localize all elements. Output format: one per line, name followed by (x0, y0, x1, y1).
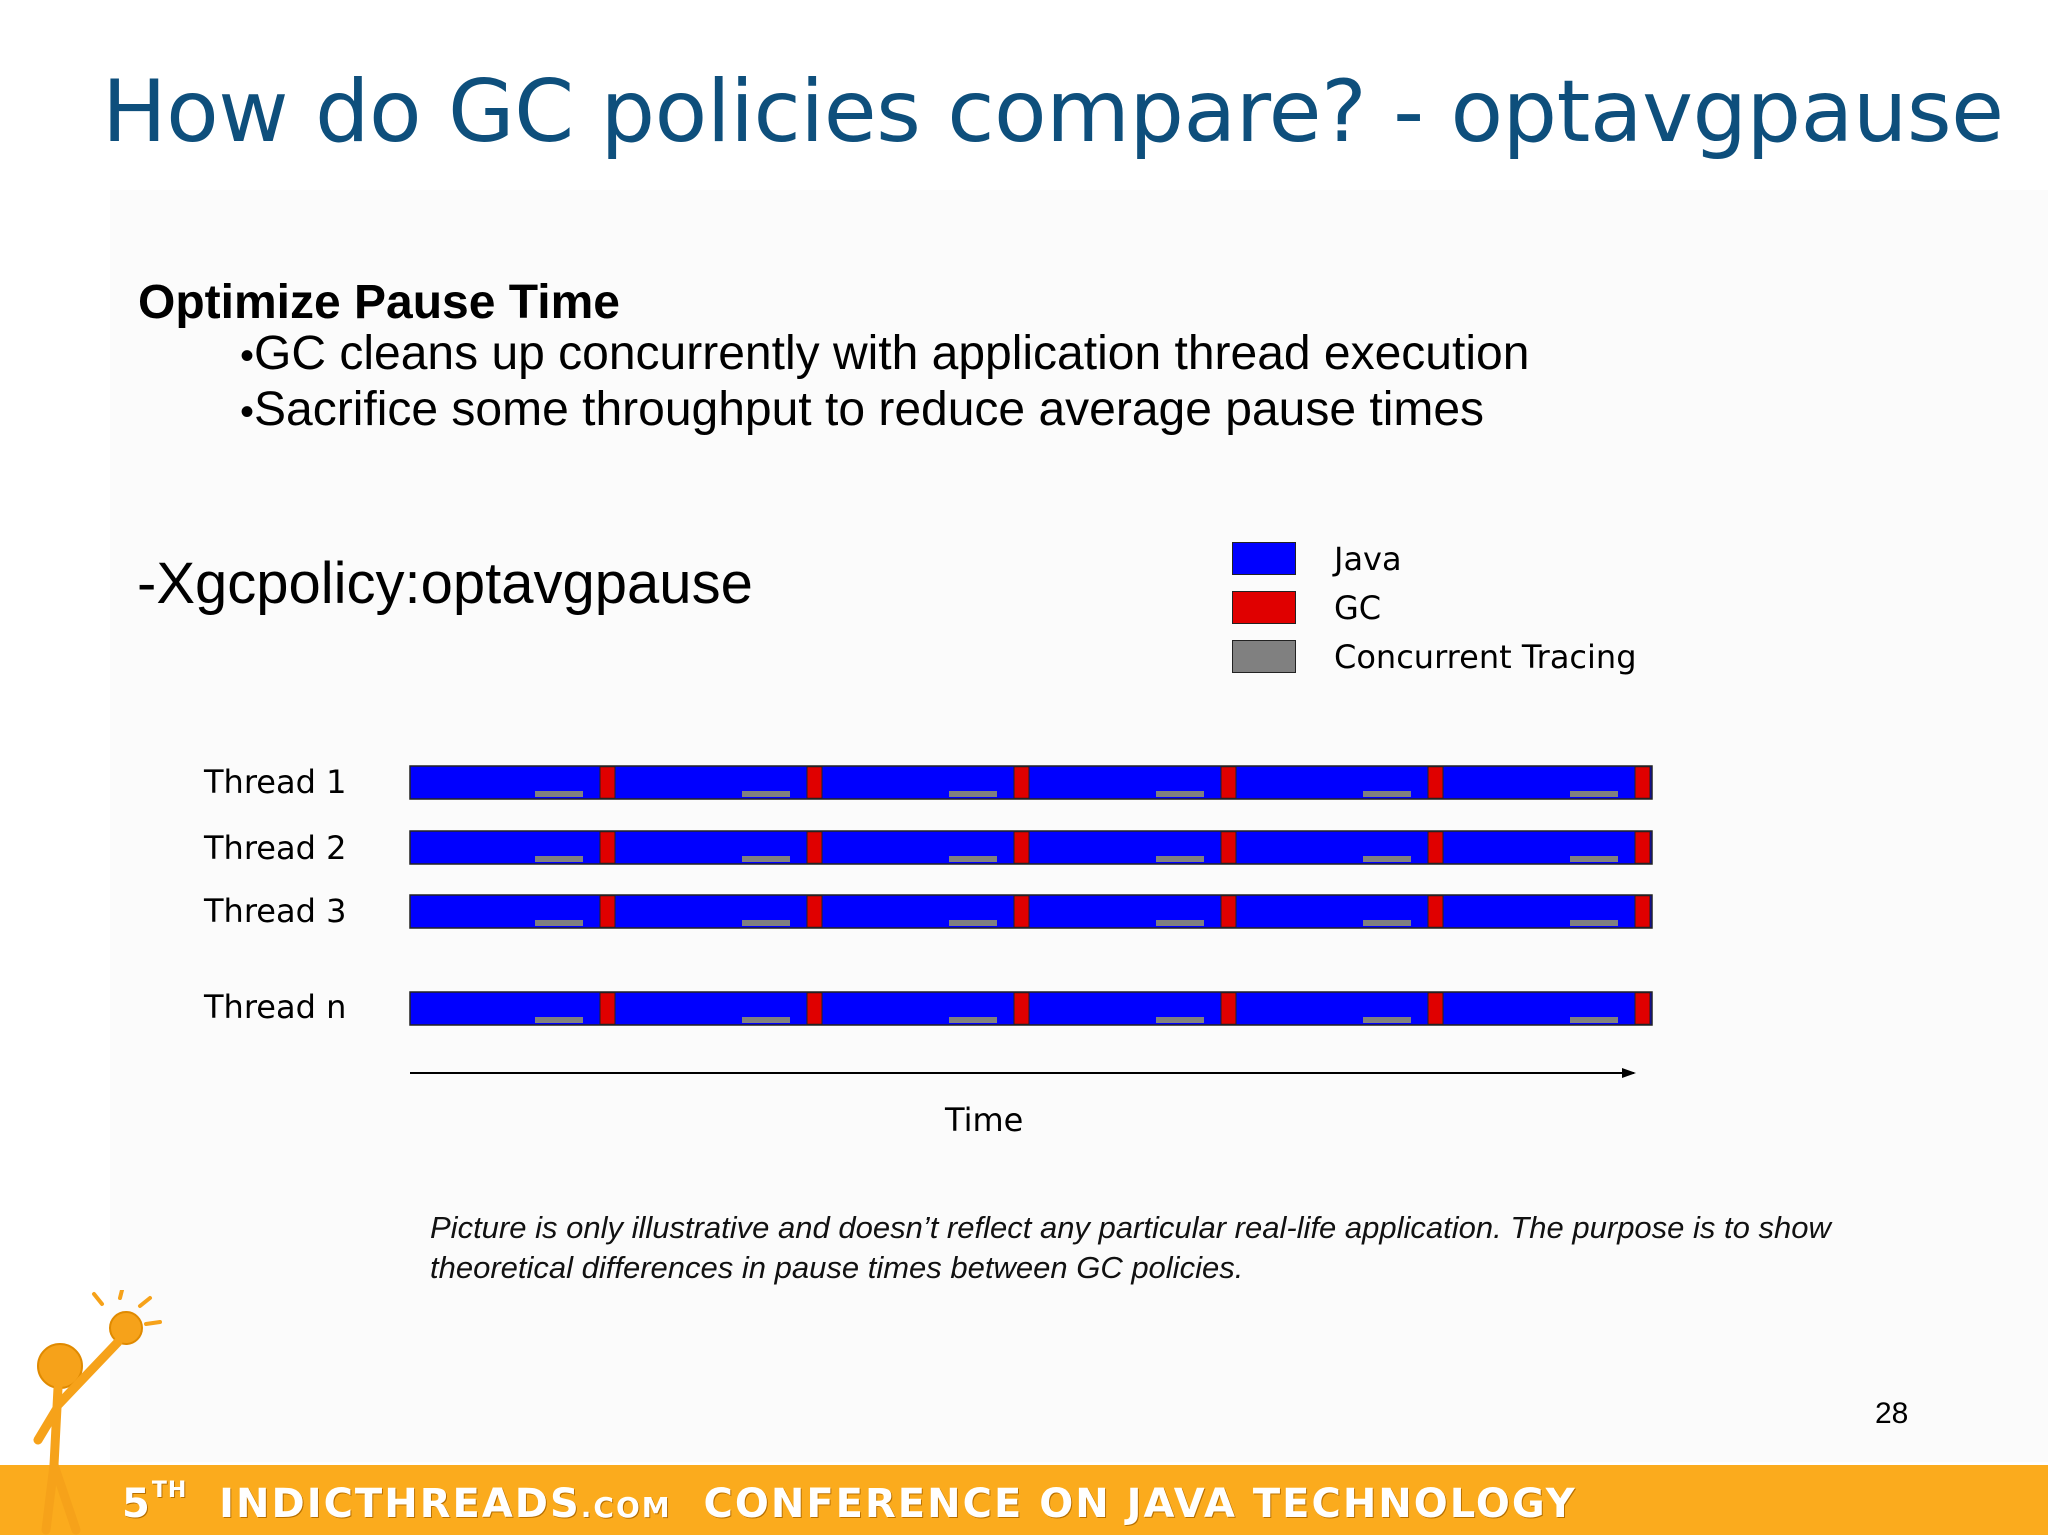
footer-conference-text: 5TH INDICTHREADS.COM CONFERENCE ON JAVA … (122, 1478, 1577, 1527)
concurrent-tracing-segment (535, 791, 583, 797)
concurrent-tracing-segment (949, 920, 997, 926)
concurrent-tracing-segment (1570, 856, 1618, 862)
gc-pause-segment (1013, 766, 1030, 799)
footer-suffix: TH (151, 1478, 188, 1503)
concurrent-tracing-segment (1570, 1017, 1618, 1023)
content-background (110, 190, 2048, 1462)
footer-brand: INDICTHREADS (219, 1481, 581, 1527)
footer-rest: CONFERENCE ON JAVA TECHNOLOGY (703, 1481, 1577, 1527)
concurrent-tracing-segment (1363, 791, 1411, 797)
concurrent-tracing-segment (1570, 920, 1618, 926)
gc-pause-segment (806, 895, 823, 928)
gc-pause-segment (1634, 895, 1651, 928)
footer-banner (0, 1465, 2048, 1535)
gc-pause-segment (1427, 766, 1444, 799)
gc-pause-segment (599, 895, 616, 928)
concurrent-tracing-segment (1156, 856, 1204, 862)
gc-pause-segment (806, 992, 823, 1025)
bullet-list: •GC cleans up concurrently with applicat… (240, 327, 1529, 439)
java-execution-bar (409, 991, 1653, 1026)
thread-label: Thread 2 (204, 829, 347, 867)
gc-pause-segment (1220, 766, 1237, 799)
concurrent-tracing-segment (1363, 856, 1411, 862)
gc-pause-segment (1220, 992, 1237, 1025)
gc-pause-segment (806, 766, 823, 799)
legend-label-concurrent-tracing: Concurrent Tracing (1334, 638, 1637, 676)
gc-pause-segment (599, 766, 616, 799)
gc-policy-option: -Xgcpolicy:optavgpause (137, 551, 753, 616)
gc-pause-segment (806, 831, 823, 864)
thread-timeline-diagram (409, 765, 1653, 1078)
java-execution-bar (409, 830, 1653, 865)
slide-title: How do GC policies compare? - optavgpaus… (102, 62, 2004, 162)
concurrent-tracing-segment (949, 1017, 997, 1023)
concurrent-tracing-segment (1156, 791, 1204, 797)
legend-label-java: Java (1334, 540, 1402, 578)
bullet-item: •Sacrifice some throughput to reduce ave… (240, 383, 1485, 436)
gc-pause-segment (1013, 992, 1030, 1025)
disclaimer-note: Picture is only illustrative and doesn’t… (430, 1210, 1831, 1285)
gc-pause-segment (1013, 831, 1030, 864)
concurrent-tracing-segment (1363, 920, 1411, 926)
legend-label-gc: GC (1334, 589, 1382, 627)
gc-pause-segment (599, 992, 616, 1025)
conference-mascot-logo (33, 1290, 162, 1535)
legend-swatch-gc (1232, 591, 1296, 624)
gc-pause-segment (1013, 895, 1030, 928)
gc-pause-segment (1427, 992, 1444, 1025)
legend-swatch-concurrent-tracing (1232, 640, 1296, 673)
concurrent-tracing-segment (535, 856, 583, 862)
concurrent-tracing-segment (742, 920, 790, 926)
gc-pause-segment (1634, 831, 1651, 864)
thread-label: Thread 1 (204, 763, 347, 801)
concurrent-tracing-segment (1156, 920, 1204, 926)
thread-label: Thread n (204, 988, 347, 1026)
gc-pause-segment (1220, 831, 1237, 864)
concurrent-tracing-segment (742, 856, 790, 862)
concurrent-tracing-segment (742, 791, 790, 797)
concurrent-tracing-segment (535, 920, 583, 926)
time-axis-label: Time (945, 1101, 1024, 1139)
footer-number: 5 (122, 1481, 152, 1527)
java-execution-bar (409, 894, 1653, 929)
bullet-item: •GC cleans up concurrently with applicat… (240, 327, 1530, 380)
concurrent-tracing-segment (949, 791, 997, 797)
concurrent-tracing-segment (535, 1017, 583, 1023)
footer-domain: .COM (580, 1491, 672, 1524)
gc-pause-segment (1427, 895, 1444, 928)
concurrent-tracing-segment (742, 1017, 790, 1023)
gc-pause-segment (1427, 831, 1444, 864)
java-execution-bar (409, 765, 1653, 800)
subheading: Optimize Pause Time (138, 276, 620, 329)
concurrent-tracing-segment (1156, 1017, 1204, 1023)
gc-pause-segment (1634, 992, 1651, 1025)
legend-swatch-java (1232, 542, 1296, 575)
concurrent-tracing-segment (949, 856, 997, 862)
gc-pause-segment (1220, 895, 1237, 928)
thread-label: Thread 3 (204, 892, 347, 930)
gc-pause-segment (599, 831, 616, 864)
concurrent-tracing-segment (1363, 1017, 1411, 1023)
gc-pause-segment (1634, 766, 1651, 799)
page-number: 28 (1875, 1397, 1909, 1430)
concurrent-tracing-segment (1570, 791, 1618, 797)
